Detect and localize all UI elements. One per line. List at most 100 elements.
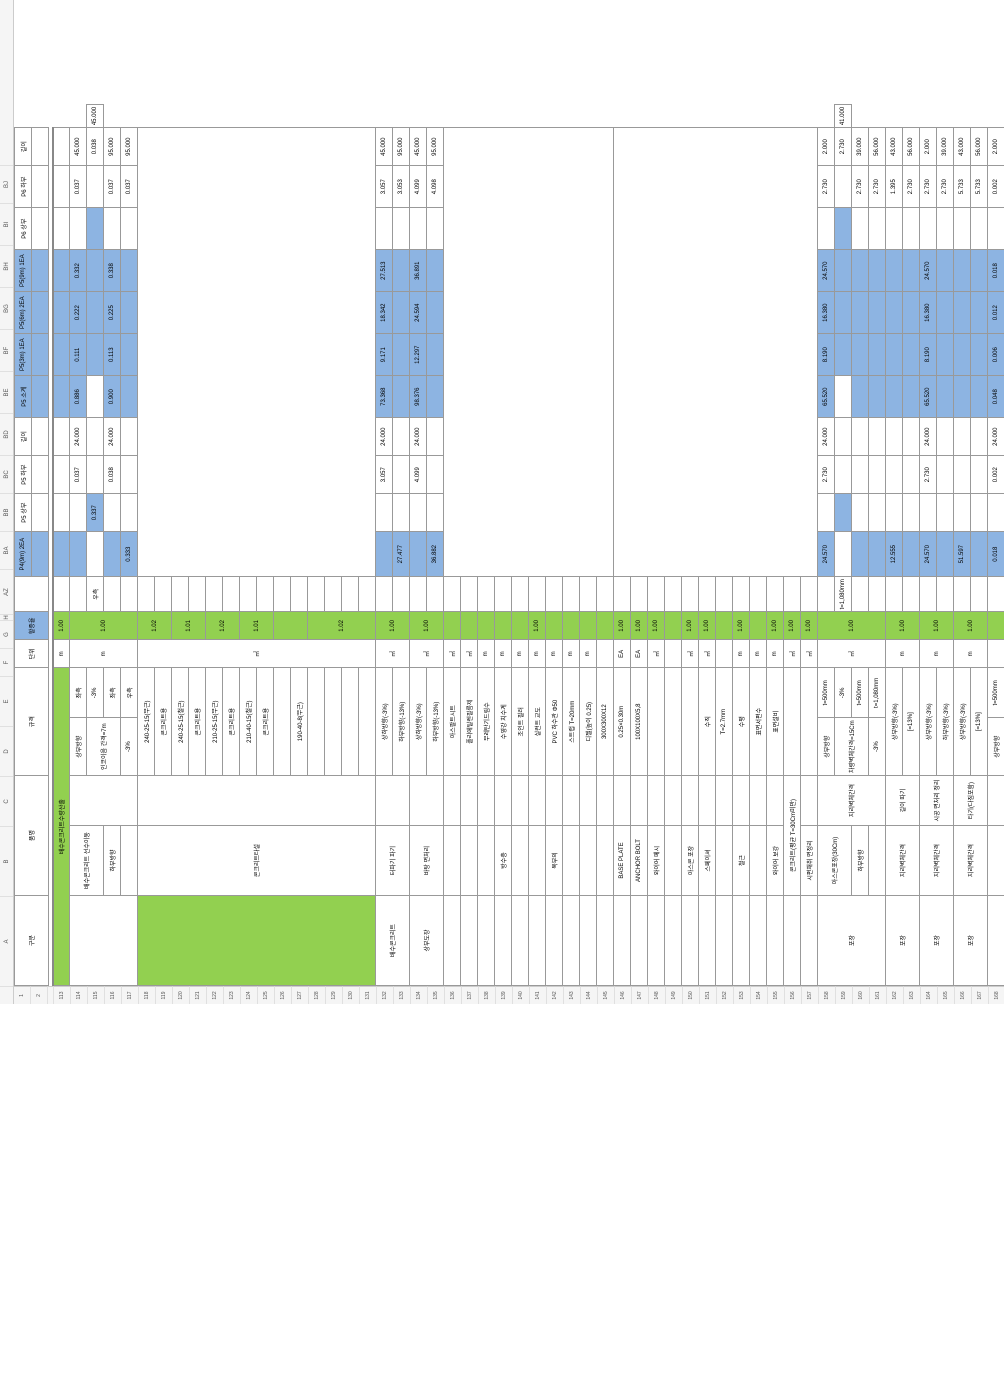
row-num[interactable]: 166	[955, 986, 972, 1004]
row-num[interactable]: 167	[972, 986, 989, 1004]
row-num[interactable]: 132	[377, 986, 394, 1004]
hdr-gubun: 구분	[15, 896, 49, 986]
table-row[interactable]: -3% 우측 0.333 0.037 95.000	[121, 104, 138, 985]
row-num[interactable]: 2	[31, 986, 48, 1004]
row-num[interactable]: 159	[836, 986, 853, 1004]
row-num[interactable]: 116	[105, 986, 122, 1004]
row-num[interactable]: 151	[700, 986, 717, 1004]
row-num[interactable]: 123	[224, 986, 241, 1004]
hdr-bg: P5(9m) 1EA	[15, 250, 32, 292]
row-num[interactable]: 157	[802, 986, 819, 1004]
row-num[interactable]: 136	[445, 986, 462, 1004]
row-num[interactable]: 119	[156, 986, 173, 1004]
col-BB[interactable]: BB	[0, 493, 13, 531]
row-num[interactable]: 114	[71, 986, 88, 1004]
row-num[interactable]: 165	[938, 986, 955, 1004]
hdr-bh: P6 상부	[15, 208, 32, 250]
row-num[interactable]: 145	[598, 986, 615, 1004]
table-header: 구분 품명 규격 단위 할증율 P4(9m) 2EA P5 상부 P5 하부 길…	[15, 104, 32, 985]
row-num[interactable]: 162	[887, 986, 904, 1004]
table-row[interactable]: 콘크리트타설 240-25-15(무근) ㎡ 1.02	[138, 104, 155, 985]
hdr-ba: P5 상부	[15, 494, 32, 532]
row-num[interactable]: 168	[989, 986, 1004, 1004]
hdr-pumyeong: 품명	[15, 776, 49, 896]
row-num[interactable]: 144	[581, 986, 598, 1004]
row-num[interactable]: 148	[649, 986, 666, 1004]
row-num[interactable]: 139	[496, 986, 513, 1004]
col-BA[interactable]: BA	[0, 531, 13, 569]
row-num[interactable]: 155	[768, 986, 785, 1004]
spreadsheet: A B C D E F G H AZ BA BB BC BD BE BF BG …	[0, 0, 1004, 1004]
row-num[interactable]: 127	[292, 986, 309, 1004]
col-D[interactable]: D	[0, 726, 13, 776]
col-H[interactable]: H	[0, 614, 13, 620]
hdr-bj: 길이	[15, 128, 32, 166]
col-G[interactable]: G	[0, 620, 13, 648]
row-num[interactable]: 126	[275, 986, 292, 1004]
row-num[interactable]: 163	[904, 986, 921, 1004]
table-row[interactable]: 배수콘크리트수량산출 m 1.00	[53, 104, 70, 985]
col-A[interactable]: A	[0, 896, 13, 986]
col-E[interactable]: E	[0, 676, 13, 726]
row-num[interactable]: 161	[870, 986, 887, 1004]
hdr-bi: P6 하부	[15, 166, 32, 208]
row-num[interactable]: 153	[734, 986, 751, 1004]
row-num[interactable]: 154	[751, 986, 768, 1004]
row-num[interactable]: 117	[122, 986, 139, 1004]
col-BG[interactable]: BG	[0, 287, 13, 329]
row-num[interactable]: 164	[921, 986, 938, 1004]
row-num[interactable]: 160	[853, 986, 870, 1004]
col-AZ[interactable]: AZ	[0, 569, 13, 614]
row-num[interactable]: 133	[394, 986, 411, 1004]
table-row[interactable]: 포장 아스콘포장(30Cm) 지리벽체간격 상부방향 t=500mm ㎡ 1.0…	[818, 104, 835, 985]
row-num[interactable]: 146	[615, 986, 632, 1004]
row-num[interactable]: 120	[173, 986, 190, 1004]
table-row[interactable]: 배수콘크리트 터파기 파기 상하방향(-3%) ㎡ 1.00 3.057 24.…	[376, 104, 393, 985]
col-B[interactable]: B	[0, 826, 13, 896]
data-table: 구분 품명 규격 단위 할증율 P4(9m) 2EA P5 상부 P5 하부 길…	[14, 104, 1004, 986]
row-num[interactable]: 138	[479, 986, 496, 1004]
col-BH[interactable]: BH	[0, 245, 13, 287]
col-BD[interactable]: BD	[0, 413, 13, 455]
row-num[interactable]: 121	[190, 986, 207, 1004]
col-BE[interactable]: BE	[0, 371, 13, 413]
row-num[interactable]: 130	[343, 986, 360, 1004]
row-num[interactable]: 128	[309, 986, 326, 1004]
table-row[interactable]: 상부도장 바탕 면처리 상하방향(-3%) ㎡ 1.00 4.099 24.00…	[410, 104, 427, 985]
row-num[interactable]: 137	[462, 986, 479, 1004]
group-gubun	[138, 896, 376, 986]
row-num[interactable]: 129	[326, 986, 343, 1004]
row-num[interactable]: 113	[54, 986, 71, 1004]
row-num[interactable]: 142	[547, 986, 564, 1004]
table-row[interactable]: 하부방향 좌측 0.038 24.000 0.900 0.113 0.225 0…	[104, 104, 121, 985]
row-num[interactable]: 150	[683, 986, 700, 1004]
col-C[interactable]: C	[0, 776, 13, 826]
hdr-be: P5(3m) 1EA	[15, 334, 32, 376]
row-num[interactable]: 140	[513, 986, 530, 1004]
hdr-rate: 할증율	[15, 612, 49, 640]
row-num[interactable]: 135	[428, 986, 445, 1004]
row-num[interactable]: 1	[14, 986, 31, 1004]
row-num[interactable]: 141	[530, 986, 547, 1004]
group-gubun	[70, 896, 138, 986]
col-BF[interactable]: BF	[0, 329, 13, 371]
row-num[interactable]: 143	[564, 986, 581, 1004]
row-num[interactable]: 122	[207, 986, 224, 1004]
col-BI[interactable]: BI	[0, 203, 13, 245]
col-BC[interactable]: BC	[0, 455, 13, 493]
table-row[interactable]: 배수콘크리트 선수이동 상부방향 좌측 m 1.00 0.037 24.000 …	[70, 104, 87, 985]
row-num[interactable]: 158	[819, 986, 836, 1004]
col-F[interactable]: F	[0, 648, 13, 676]
row-num[interactable]: 147	[632, 986, 649, 1004]
row-num[interactable]: 124	[241, 986, 258, 1004]
row-num[interactable]: 149	[666, 986, 683, 1004]
row-num[interactable]: 156	[785, 986, 802, 1004]
row-num[interactable]: 134	[411, 986, 428, 1004]
col-BJ[interactable]: BJ	[0, 165, 13, 203]
row-num[interactable]: 118	[139, 986, 156, 1004]
hdr-unit: 단위	[15, 640, 49, 668]
row-num[interactable]: 131	[360, 986, 377, 1004]
row-num[interactable]: 125	[258, 986, 275, 1004]
row-num[interactable]: 115	[88, 986, 105, 1004]
row-num[interactable]: 152	[717, 986, 734, 1004]
